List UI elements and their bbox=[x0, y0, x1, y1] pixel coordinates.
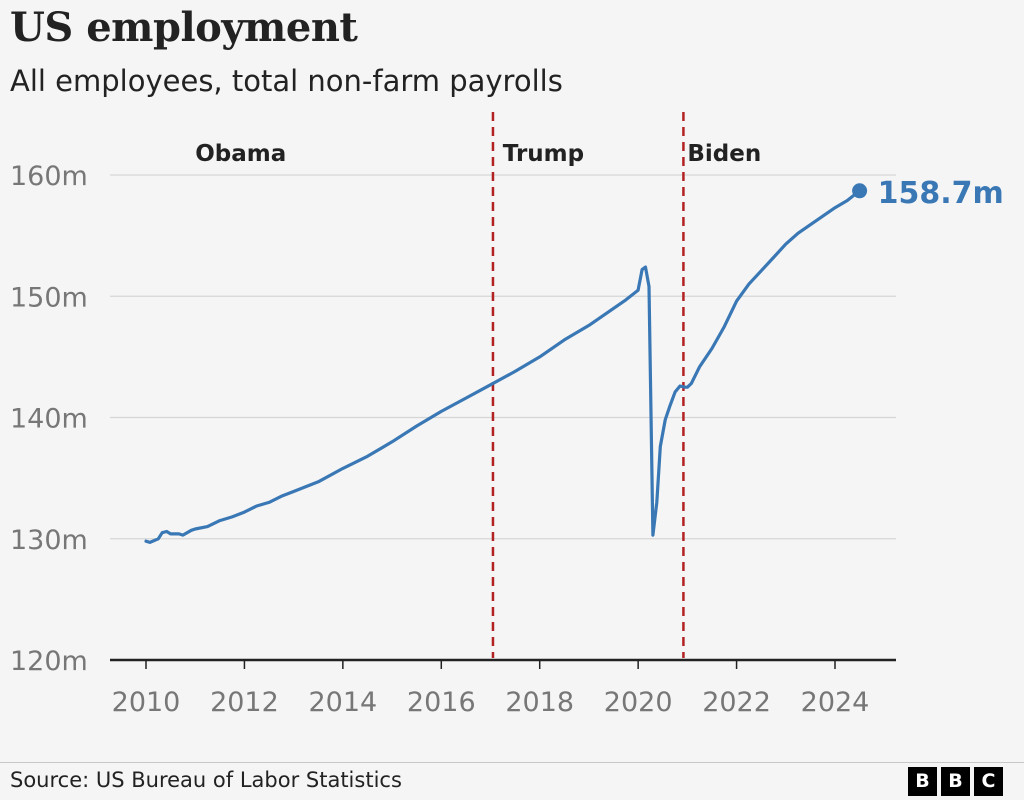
bbc-logo-letter: B bbox=[941, 767, 970, 796]
x-tick-label: 2018 bbox=[505, 687, 574, 718]
y-tick-label: 140m bbox=[10, 404, 88, 435]
source-note: Source: US Bureau of Labor Statistics bbox=[10, 768, 402, 792]
y-tick-label: 160m bbox=[10, 161, 88, 192]
term-label-trump: Trump bbox=[503, 141, 584, 167]
chart-subtitle: All employees, total non-farm payrolls bbox=[10, 64, 563, 98]
employment-series-line bbox=[144, 189, 862, 544]
x-tick-label: 2024 bbox=[801, 687, 870, 718]
bbc-logo-letter: C bbox=[974, 767, 1003, 796]
x-tick-label: 2016 bbox=[407, 687, 476, 718]
chart-title: US employment bbox=[10, 4, 358, 51]
x-tick-label: 2014 bbox=[308, 687, 377, 718]
footer-divider bbox=[0, 762, 1024, 763]
x-tick-label: 2010 bbox=[112, 687, 181, 718]
y-tick-label: 150m bbox=[10, 282, 88, 313]
employment-line-chart: 120m 130m 140m 150m 160m 2010 2012 2014 2016 2018… bbox=[10, 112, 1004, 718]
y-tick-label: 120m bbox=[10, 646, 88, 677]
x-tick-label: 2022 bbox=[702, 687, 771, 718]
bbc-logo: B B C bbox=[908, 767, 1003, 796]
term-label-biden: Biden bbox=[687, 141, 761, 167]
x-tick-label: 2012 bbox=[210, 687, 279, 718]
last-value-label: 158.7m bbox=[878, 176, 1004, 211]
last-value-marker bbox=[852, 183, 868, 199]
y-tick-label: 130m bbox=[10, 525, 88, 556]
x-tick-label: 2020 bbox=[604, 687, 673, 718]
bbc-logo-letter: B bbox=[908, 767, 937, 796]
term-label-obama: Obama bbox=[195, 141, 286, 167]
